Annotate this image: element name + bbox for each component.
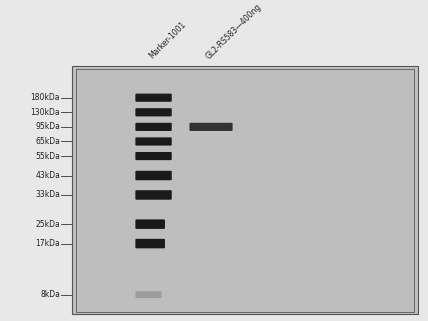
FancyBboxPatch shape — [135, 152, 172, 160]
FancyBboxPatch shape — [71, 66, 418, 314]
Text: GL2-RS583—400ng: GL2-RS583—400ng — [205, 2, 264, 61]
Text: 8kDa: 8kDa — [40, 290, 60, 299]
FancyBboxPatch shape — [135, 94, 172, 102]
FancyBboxPatch shape — [135, 291, 162, 298]
Text: 55kDa: 55kDa — [35, 152, 60, 160]
Text: 95kDa: 95kDa — [35, 122, 60, 131]
Text: 130kDa: 130kDa — [30, 108, 60, 117]
FancyBboxPatch shape — [135, 190, 172, 200]
Text: Marker-1001: Marker-1001 — [147, 20, 187, 61]
Text: 65kDa: 65kDa — [35, 137, 60, 146]
FancyBboxPatch shape — [135, 171, 172, 180]
FancyBboxPatch shape — [190, 123, 232, 131]
FancyBboxPatch shape — [135, 123, 172, 131]
FancyBboxPatch shape — [135, 108, 172, 117]
Text: 17kDa: 17kDa — [36, 239, 60, 248]
Text: 180kDa: 180kDa — [30, 93, 60, 102]
Text: 25kDa: 25kDa — [36, 220, 60, 229]
FancyBboxPatch shape — [135, 239, 165, 248]
Text: 43kDa: 43kDa — [35, 171, 60, 180]
Text: 33kDa: 33kDa — [35, 190, 60, 199]
FancyBboxPatch shape — [76, 68, 414, 312]
FancyBboxPatch shape — [135, 137, 172, 145]
FancyBboxPatch shape — [135, 219, 165, 229]
